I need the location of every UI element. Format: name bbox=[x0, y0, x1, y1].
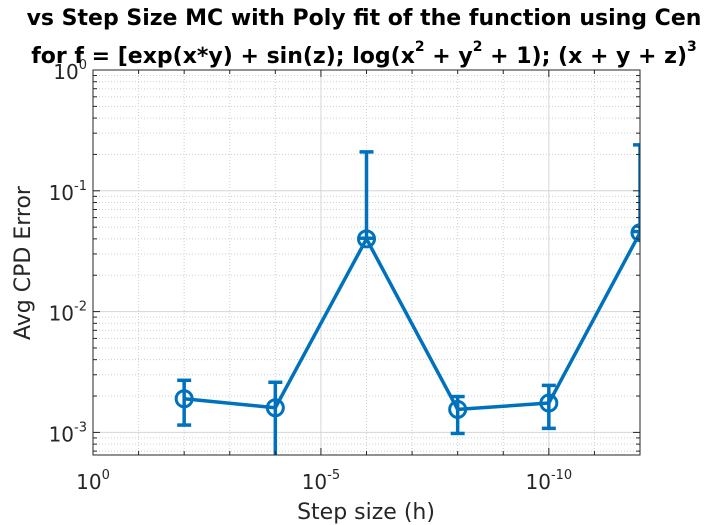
series-0 bbox=[174, 143, 640, 455]
y-tick-label: 10-3 bbox=[49, 420, 87, 446]
series-layer bbox=[174, 143, 640, 455]
error-bar bbox=[633, 143, 640, 234]
x-tick-label: 10-5 bbox=[302, 468, 340, 494]
x-tick-label: 10-10 bbox=[525, 468, 572, 494]
chart-title-line1: vs Step Size MC with Poly fit of the fun… bbox=[27, 6, 702, 31]
error-bar bbox=[359, 150, 374, 240]
data-point bbox=[448, 399, 468, 419]
error-bar bbox=[541, 383, 556, 431]
axis-ticks bbox=[92, 69, 641, 455]
error-bar bbox=[177, 378, 192, 427]
series-line bbox=[183, 231, 640, 412]
data-point bbox=[357, 229, 376, 249]
y-tick-label: 10-2 bbox=[49, 300, 87, 326]
y-tick-label: 10-1 bbox=[49, 179, 87, 205]
x-axis-label: Step size (h) bbox=[297, 500, 435, 525]
y-tick-label: 100 bbox=[53, 58, 87, 84]
tick-labels: 100 10-5 10-10 10-3 10-2 10-1 100 bbox=[49, 58, 573, 494]
error-bar bbox=[268, 380, 283, 455]
x-tick-label: 100 bbox=[76, 468, 110, 494]
chart-title-line2: for f = [exp(x*y) + sin(z); log(x2 + y2 … bbox=[31, 39, 697, 69]
data-point bbox=[539, 393, 559, 413]
data-point bbox=[630, 223, 640, 243]
y-axis-label: Avg CPD Error bbox=[11, 185, 36, 340]
data-point bbox=[265, 398, 285, 418]
data-point bbox=[174, 389, 194, 409]
